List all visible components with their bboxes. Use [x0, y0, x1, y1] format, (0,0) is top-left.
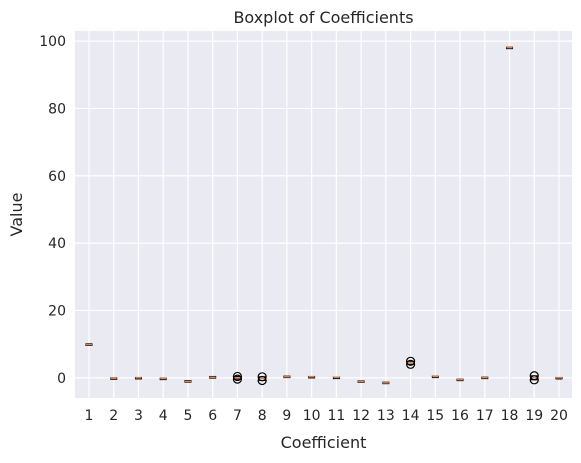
x-tick-label: 6: [208, 408, 217, 424]
x-tick-label: 10: [303, 408, 321, 424]
box-1: [85, 343, 93, 346]
x-tick-label: 18: [501, 408, 519, 424]
box-15: [431, 375, 439, 379]
x-tick-label: 19: [525, 408, 543, 424]
box-2: [110, 377, 118, 380]
box-5: [184, 379, 192, 383]
outlier-point: [405, 359, 416, 369]
box-17: [481, 376, 489, 380]
outlier-point: [257, 375, 267, 386]
x-tick-label: 20: [550, 408, 568, 424]
box-12: [357, 380, 365, 383]
outlier-point: [405, 356, 416, 366]
box-6: [209, 375, 217, 379]
box-7: [232, 371, 243, 384]
boxes-layer: [85, 46, 563, 386]
y-tick-label: 40: [48, 236, 66, 252]
plot-background: [75, 31, 572, 398]
x-tick-label: 7: [233, 408, 242, 424]
y-tick-label: 80: [48, 101, 66, 117]
y-axis-label: Value: [7, 193, 26, 237]
box-4: [159, 377, 167, 381]
box-19: [529, 371, 539, 385]
x-tick-label: 11: [327, 408, 345, 424]
y-tick-label: 0: [57, 371, 66, 387]
y-tick-labels: 0 20 40 60 80 100: [39, 34, 66, 387]
x-tick-label: 9: [282, 408, 291, 424]
box-10: [308, 375, 316, 379]
x-tick-labels: 1 2 3 4 5 6 7 8 9 10 11 12 13 14 15 16 17 18 19 20: [85, 408, 568, 424]
outlier-point: [257, 372, 267, 382]
grid-layer: [75, 31, 572, 398]
x-tick-label: 2: [109, 408, 118, 424]
x-tick-label: 5: [183, 408, 192, 424]
x-tick-label: 8: [258, 408, 267, 424]
x-tick-label: 4: [159, 408, 168, 424]
box-18: [506, 46, 514, 50]
box-9: [283, 375, 291, 379]
outlier-point: [529, 371, 539, 381]
box-16: [456, 378, 464, 382]
box-14: [405, 356, 416, 369]
box-8: [257, 372, 267, 386]
box-3: [134, 376, 142, 380]
y-tick-label: 60: [48, 169, 66, 185]
outlier-point: [232, 371, 243, 382]
box-20: [555, 376, 563, 380]
outlier-point: [529, 375, 539, 385]
x-tick-label: 13: [377, 408, 395, 424]
x-tick-label: 16: [451, 408, 469, 424]
x-tick-label: 1: [85, 408, 94, 424]
box-11: [332, 376, 340, 380]
x-axis-label: Coefficient: [281, 433, 367, 452]
x-tick-label: 17: [476, 408, 494, 424]
chart-title: Boxplot of Coefficients: [233, 8, 413, 27]
y-tick-label: 100: [39, 34, 66, 50]
x-tick-label: 15: [426, 408, 444, 424]
x-tick-label: 14: [402, 408, 420, 424]
x-tick-label: 12: [352, 408, 370, 424]
box-13: [382, 381, 390, 385]
x-tick-label: 3: [134, 408, 143, 424]
outlier-point: [232, 374, 243, 384]
y-tick-label: 20: [48, 303, 66, 319]
